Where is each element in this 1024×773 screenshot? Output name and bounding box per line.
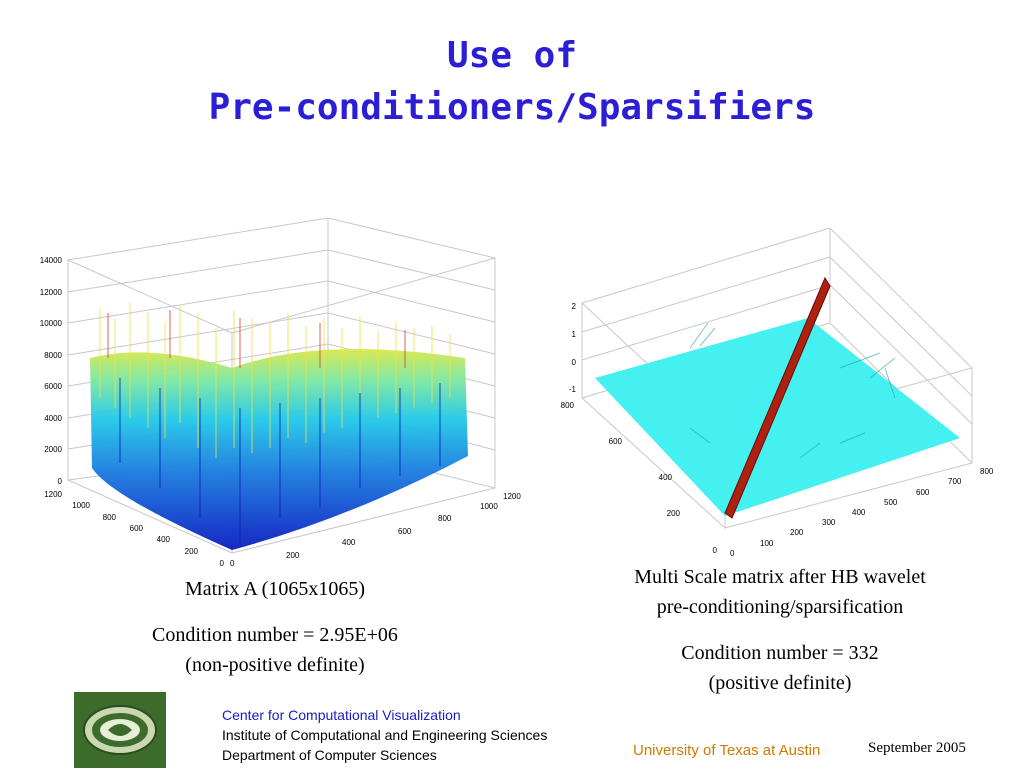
left-plot-x-tick: 600: [398, 527, 412, 536]
left-z-tick: 14000: [40, 256, 63, 265]
right-plot-y-tick: 200: [667, 509, 681, 518]
slide-title-line2: Pre-conditioners/Sparsifiers: [208, 87, 816, 128]
left-caption: Matrix A (1065x1065) Condition number = …: [40, 574, 510, 680]
left-z-tick: 6000: [44, 382, 62, 391]
left-surface-spikes: [99, 303, 451, 543]
left-z-tick: 12000: [40, 288, 63, 297]
left-axis-tick: 800: [103, 513, 117, 522]
right-plot-x-tick: 0: [730, 549, 735, 558]
left-z-ticks: 14000 12000 10000 8000 6000 4000 2000 0: [40, 256, 63, 486]
right-plot-x-tick: 100: [760, 539, 774, 548]
left-axis-tick: 1000: [72, 501, 90, 510]
footer-date: September 2005: [868, 740, 966, 756]
left-z-tick: 0: [58, 477, 63, 486]
left-axis-tick: 400: [157, 535, 171, 544]
left-axis-ticks: 1200 1000 800 600 400 200 0: [44, 490, 224, 568]
right-surface-plane: [595, 318, 960, 516]
right-plot-y-tick: 800: [561, 401, 575, 410]
right-surface-diagonal: [724, 276, 831, 519]
right-plot-x-tick: 600: [916, 488, 930, 497]
right-axis-ticks-left-plot: 0 200 400 600 800 1000 1200: [230, 492, 521, 568]
right-plot-x-tick: 200: [790, 528, 804, 537]
left-axis-tick: 200: [185, 547, 199, 556]
left-z-tick: 4000: [44, 414, 62, 423]
right-caption-definiteness: (positive definite): [708, 672, 852, 694]
left-plot-x-tick: 800: [438, 514, 452, 523]
left-plot-x-tick: 1000: [480, 502, 498, 511]
left-z-tick: 10000: [40, 319, 63, 328]
right-surface-plot: 2 1 0 -1 800 600 400 200 0 0 100 200 300…: [561, 228, 994, 558]
right-surface-texture: [689, 322, 896, 459]
left-plot-x-tick: 200: [286, 551, 300, 560]
right-plot-right-ticks: 0 100 200 300 400 500 600 700 800: [730, 467, 994, 558]
right-plot-y-tick: 0: [713, 546, 718, 555]
right-caption-line1: Multi Scale matrix after HB wavelet: [634, 566, 926, 588]
footer-dept: Department of Computer Sciences: [222, 747, 437, 763]
right-z-tick: 1: [572, 330, 577, 339]
left-caption-definiteness: (non-positive definite): [185, 654, 365, 676]
footer-ices: Institute of Computational and Engineeri…: [222, 727, 548, 743]
footer-university: University of Texas at Austin: [633, 742, 821, 759]
left-plot-x-tick: 1200: [503, 492, 521, 501]
right-plot-y-tick: 600: [609, 437, 623, 446]
right-plot-x-tick: 700: [948, 477, 962, 486]
right-z-tick: 0: [572, 358, 577, 367]
left-z-tick: 8000: [44, 351, 62, 360]
right-plot-y-tick: 400: [659, 473, 673, 482]
ccv-logo-icon: [83, 705, 157, 755]
right-plot-x-tick: 400: [852, 508, 866, 517]
right-caption-line2: pre-conditioning/sparsification: [656, 596, 904, 618]
footer-ccv: Center for Computational Visualization: [222, 707, 461, 723]
left-axis-tick: 600: [130, 524, 144, 533]
left-plot-x-tick: 0: [230, 559, 235, 568]
right-plot-x-tick: 300: [822, 518, 836, 527]
left-axis-tick: 0: [220, 559, 225, 568]
left-caption-matrix: Matrix A (1065x1065): [185, 578, 365, 600]
left-surface-plot: 14000 12000 10000 8000 6000 4000 2000 0 …: [40, 218, 521, 568]
left-plot-x-tick: 400: [342, 538, 356, 547]
left-axis-tick: 1200: [44, 490, 62, 499]
right-plot-x-tick: 500: [884, 498, 898, 507]
right-caption: Multi Scale matrix after HB wavelet pre-…: [560, 562, 1000, 698]
right-z-tick: 2: [572, 302, 577, 311]
left-surface: [90, 349, 468, 550]
ccv-logo: [74, 692, 166, 768]
left-caption-condition: Condition number = 2.95E+06: [152, 624, 398, 646]
left-z-tick: 2000: [44, 445, 62, 454]
right-z-ticks: 2 1 0 -1: [569, 302, 577, 394]
right-caption-condition: Condition number = 332: [681, 642, 879, 664]
slide-title-line1: Use of: [446, 35, 578, 76]
right-plot-x-tick: 800: [980, 467, 994, 476]
right-z-tick: -1: [569, 385, 577, 394]
right-plot-left-ticks: 800 600 400 200 0: [561, 401, 718, 555]
